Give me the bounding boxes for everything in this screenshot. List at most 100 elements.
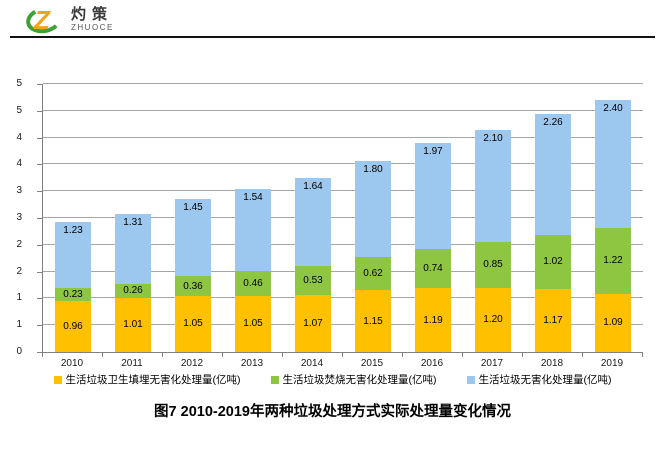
zhuoce-logo: Z 灼策 ZHUOCE [24, 3, 114, 35]
logo-text: 灼策 ZHUOCE [71, 7, 114, 32]
legend-item-incineration: 生活垃圾焚烧无害化处理量(亿吨) [270, 372, 437, 387]
bar-segment-incineration-2019: 1.22 [595, 228, 631, 294]
x-tick [642, 353, 643, 357]
gridline [43, 324, 643, 326]
x-tick [582, 353, 583, 357]
legend-label: 生活垃圾卫生填埋无害化处理量(亿吨) [65, 374, 241, 386]
x-tick [102, 353, 103, 357]
bar-segment-total-2018: 2.26 [535, 113, 571, 235]
incineration-swatch-icon [270, 375, 279, 384]
data-label: 1.20 [483, 314, 503, 326]
data-label: 1.64 [303, 181, 323, 193]
bar-segment-incineration-2015: 0.62 [355, 257, 391, 291]
data-label: 1.80 [363, 163, 383, 175]
bar-segment-incineration-2010: 0.23 [55, 288, 91, 301]
data-label: 1.09 [603, 317, 623, 329]
data-label: 2.26 [543, 116, 563, 128]
data-label: 1.97 [423, 145, 443, 157]
bar-segment-total-2015: 1.80 [355, 160, 391, 258]
x-tick-label: 2013 [240, 358, 264, 369]
y-tick-label: 0 [16, 346, 22, 357]
bar-segment-total-2010: 1.23 [55, 222, 91, 289]
y-tick-label: 4 [16, 158, 22, 170]
x-tick [522, 353, 523, 357]
bar-segment-total-2016: 1.97 [415, 142, 451, 249]
bar-segment-total-2011: 1.31 [115, 213, 151, 284]
x-tick-label: 2010 [60, 358, 84, 369]
data-label: 0.36 [183, 280, 203, 292]
data-label: 1.07 [303, 317, 323, 329]
legend-label: 生活垃圾焚烧无害化处理量(亿吨) [282, 374, 437, 386]
gridline [43, 297, 643, 299]
y-tick-label: 2 [16, 265, 22, 277]
data-label: 0.96 [63, 320, 83, 332]
gridline [43, 217, 643, 218]
bar-segment-landfill-2014: 1.07 [295, 294, 331, 352]
y-tick-label: 5 [16, 104, 22, 116]
y-tick-label: 3 [16, 212, 22, 223]
y-tick [37, 298, 42, 300]
gridline [43, 83, 643, 84]
x-tick-label: 2015 [360, 358, 384, 369]
bar-segment-total-2019: 2.40 [595, 99, 631, 229]
bar-segment-landfill-2017: 1.20 [475, 287, 511, 352]
data-label: 1.05 [243, 318, 263, 330]
bar-segment-landfill-2013: 1.05 [235, 295, 271, 352]
legend-item-landfill: 生活垃圾卫生填埋无害化处理量(亿吨) [53, 372, 241, 387]
x-tick-label: 2014 [300, 358, 324, 369]
plot-area: 0.96 0.23 1.23 1.01 0.26 1.31 1.05 0.36 1.45 1.05… [42, 83, 643, 353]
bar-segment-landfill-2012: 1.05 [175, 295, 211, 352]
bar-segment-incineration-2013: 0.46 [235, 271, 271, 296]
y-tick-label: 1 [16, 292, 22, 304]
x-tick [42, 353, 43, 357]
y-tick [37, 244, 42, 246]
data-label: 0.23 [63, 288, 83, 300]
data-label: 1.15 [363, 315, 383, 327]
data-label: 2.10 [483, 132, 503, 144]
data-label: 0.62 [363, 268, 383, 280]
y-tick [37, 110, 42, 112]
bar-segment-landfill-2018: 1.17 [535, 289, 571, 352]
data-label: 0.74 [423, 262, 443, 274]
logo-subtitle: ZHUOCE [71, 22, 114, 32]
x-tick-label: 2018 [540, 358, 564, 369]
data-label: 0.53 [303, 274, 323, 286]
header-divider [10, 36, 655, 38]
data-label: 2.40 [603, 102, 623, 114]
bar-segment-incineration-2016: 0.74 [415, 248, 451, 289]
gridline [43, 163, 643, 165]
y-tick [37, 84, 42, 85]
legend-item-total: 生活垃圾无害化处理量(亿吨) [466, 372, 612, 387]
bar-segment-incineration-2017: 0.85 [475, 242, 511, 288]
gridline [43, 136, 643, 138]
data-label: 1.17 [543, 315, 563, 327]
landfill-swatch-icon [53, 375, 62, 384]
y-tick [37, 164, 42, 166]
data-label: 1.05 [183, 318, 203, 330]
x-tick [162, 353, 163, 357]
bar-segment-landfill-2011: 1.01 [115, 297, 151, 352]
bar-segment-total-2014: 1.64 [295, 178, 331, 267]
data-label: 0.46 [243, 277, 263, 289]
x-tick [342, 353, 343, 357]
x-tick-label: 2016 [420, 358, 444, 369]
y-tick [37, 218, 42, 219]
bar-segment-landfill-2010: 0.96 [55, 300, 91, 352]
y-tick [37, 191, 42, 193]
data-label: 1.23 [63, 225, 83, 237]
data-label: 1.54 [243, 191, 263, 203]
legend-label: 生活垃圾无害化处理量(亿吨) [478, 374, 612, 386]
zhuoce-logo-icon: Z [26, 5, 62, 35]
data-label: 1.01 [123, 319, 143, 331]
y-tick-label: 4 [16, 131, 22, 143]
data-label: 1.22 [603, 255, 623, 267]
svg-text:Z: Z [33, 5, 51, 35]
x-tick-label: 2011 [121, 358, 143, 369]
bar-segment-incineration-2011: 0.26 [115, 283, 151, 298]
x-tick [222, 353, 223, 357]
data-label: 1.02 [543, 256, 563, 268]
total-swatch-icon [466, 375, 475, 384]
bar-segment-total-2012: 1.45 [175, 198, 211, 277]
bar-segment-incineration-2014: 0.53 [295, 266, 331, 295]
